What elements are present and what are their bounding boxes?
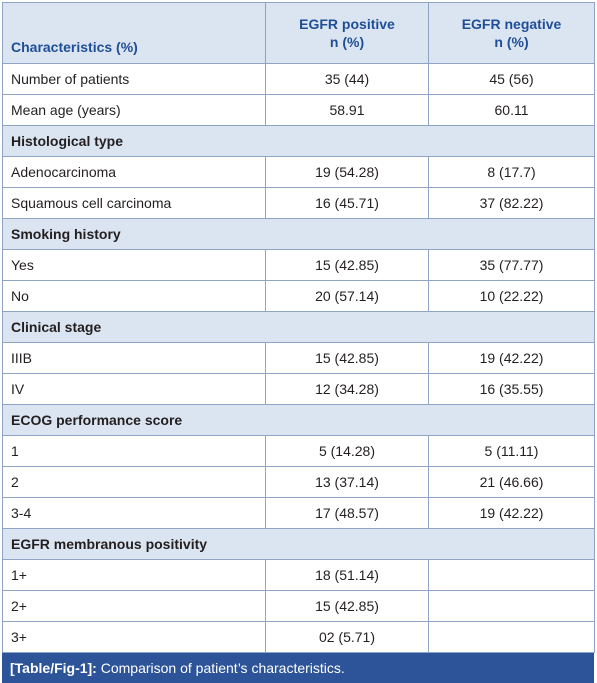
data-row: 2+ 15 (42.85) xyxy=(2,590,595,622)
header-row: Characteristics (%) EGFR positive n (%) E… xyxy=(2,2,595,64)
data-row: 3+ 02 (5.71) xyxy=(2,621,595,653)
label-cell: IIIB xyxy=(2,342,266,374)
header-text: EGFR positive xyxy=(299,16,395,32)
table: Characteristics (%) EGFR positive n (%) E… xyxy=(2,2,595,653)
empty-cell xyxy=(428,621,595,653)
data-row: Yes 15 (42.85) 35 (77.77) xyxy=(2,249,595,281)
label-cell: IV xyxy=(2,373,266,405)
section-row: EGFR membranous positivity xyxy=(2,528,595,560)
caption: [Table/Fig-1]: Comparison of patient’s c… xyxy=(2,653,594,683)
value-cell: 02 (5.71) xyxy=(265,621,429,653)
value-cell: 16 (45.71) xyxy=(265,187,429,219)
empty-cell xyxy=(428,559,595,591)
value-cell: 15 (42.85) xyxy=(265,249,429,281)
header-text: EGFR negative xyxy=(461,16,562,32)
value-cell: 37 (82.22) xyxy=(428,187,595,219)
value-cell: 19 (42.22) xyxy=(428,497,595,529)
value-cell: 58.91 xyxy=(265,94,429,126)
data-row: Squamous cell carcinoma 16 (45.71) 37 (82.… xyxy=(2,187,595,219)
value-cell: 18 (51.14) xyxy=(265,559,429,591)
value-cell: 17 (48.57) xyxy=(265,497,429,529)
value-cell: 21 (46.66) xyxy=(428,466,595,498)
data-row: 2 13 (37.14) 21 (46.66) xyxy=(2,466,595,498)
label-cell: 2+ xyxy=(2,590,266,622)
header-cell: Characteristics (%) xyxy=(2,2,266,64)
caption-text: Comparison of patient’s characteristics. xyxy=(100,660,345,676)
section-cell: ECOG performance score xyxy=(2,404,595,436)
value-cell: 16 (35.55) xyxy=(428,373,595,405)
value-cell: 45 (56) xyxy=(428,63,595,95)
value-cell: 13 (37.14) xyxy=(265,466,429,498)
value-cell: 19 (42.22) xyxy=(428,342,595,374)
label-cell: 2 xyxy=(2,466,266,498)
label-cell: 1 xyxy=(2,435,266,467)
data-row: IIIB 15 (42.85) 19 (42.22) xyxy=(2,342,595,374)
section-row: Smoking history xyxy=(2,218,595,250)
section-row: ECOG performance score xyxy=(2,404,595,436)
caption-label: [Table/Fig-1]: xyxy=(10,660,97,676)
value-cell: 8 (17.7) xyxy=(428,156,595,188)
value-cell: 5 (14.28) xyxy=(265,435,429,467)
value-cell: 15 (42.85) xyxy=(265,590,429,622)
header-cell: EGFR positive n (%) xyxy=(265,2,429,64)
label-cell: Adenocarcinoma xyxy=(2,156,266,188)
header-text: n (%) xyxy=(494,34,529,50)
value-cell: 35 (44) xyxy=(265,63,429,95)
value-cell: 10 (22.22) xyxy=(428,280,595,312)
label-cell: Mean age (years) xyxy=(2,94,266,126)
value-cell: 19 (54.28) xyxy=(265,156,429,188)
header-cell: EGFR negative n (%) xyxy=(428,2,595,64)
label-cell: No xyxy=(2,280,266,312)
section-cell: Clinical stage xyxy=(2,311,595,343)
value-cell: 35 (77.77) xyxy=(428,249,595,281)
empty-cell xyxy=(428,590,595,622)
data-row: Number of patients 35 (44) 45 (56) xyxy=(2,63,595,95)
data-row: 3-4 17 (48.57) 19 (42.22) xyxy=(2,497,595,529)
label-cell: Yes xyxy=(2,249,266,281)
label-cell: 3-4 xyxy=(2,497,266,529)
label-cell: Number of patients xyxy=(2,63,266,95)
value-cell: 15 (42.85) xyxy=(265,342,429,374)
section-cell: Smoking history xyxy=(2,218,595,250)
section-row: Clinical stage xyxy=(2,311,595,343)
label-cell: Squamous cell carcinoma xyxy=(2,187,266,219)
data-row: No 20 (57.14) 10 (22.22) xyxy=(2,280,595,312)
label-cell: 3+ xyxy=(2,621,266,653)
value-cell: 60.11 xyxy=(428,94,595,126)
data-row: IV 12 (34.28) 16 (35.55) xyxy=(2,373,595,405)
data-row: Adenocarcinoma 19 (54.28) 8 (17.7) xyxy=(2,156,595,188)
header-text: n (%) xyxy=(329,34,365,50)
value-cell: 12 (34.28) xyxy=(265,373,429,405)
value-cell: 5 (11.11) xyxy=(428,435,595,467)
value-cell: 20 (57.14) xyxy=(265,280,429,312)
label-cell: 1+ xyxy=(2,559,266,591)
section-cell: Histological type xyxy=(2,125,595,157)
section-row: Histological type xyxy=(2,125,595,157)
data-row: 1+ 18 (51.14) xyxy=(2,559,595,591)
data-row: Mean age (years) 58.91 60.11 xyxy=(2,94,595,126)
section-cell: EGFR membranous positivity xyxy=(2,528,595,560)
